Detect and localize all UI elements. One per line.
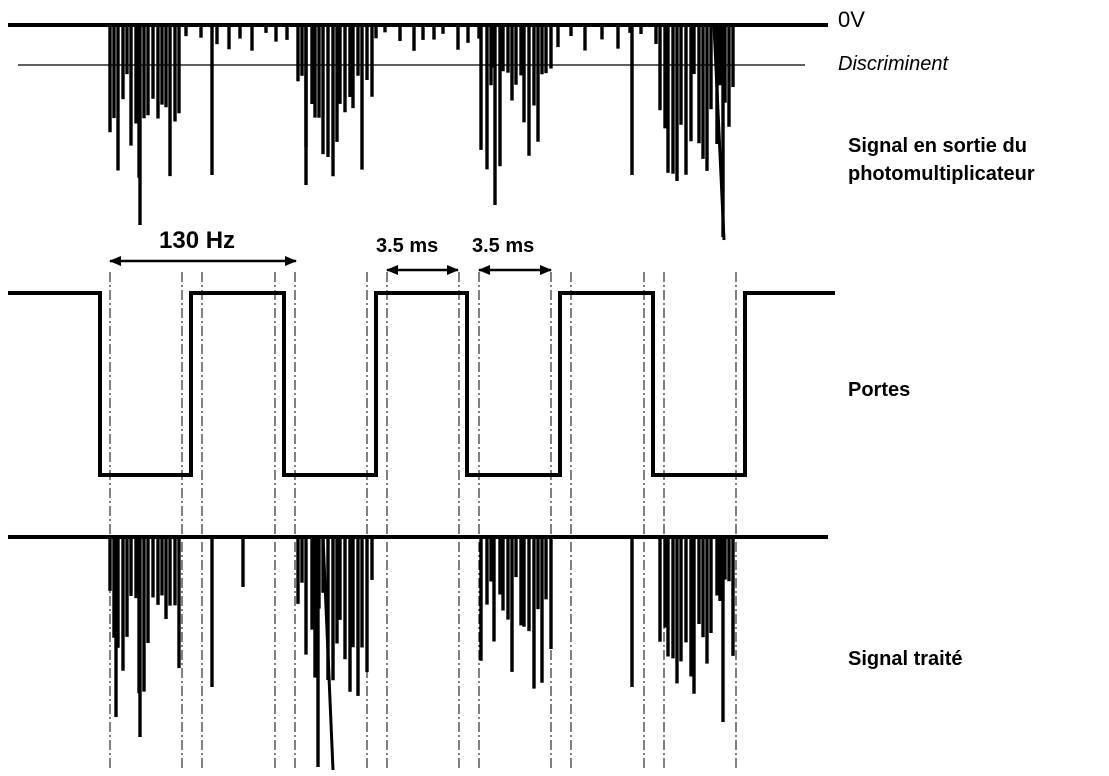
zero-volt-label: 0V (838, 7, 865, 32)
pmt-pulse (712, 24, 726, 241)
pmt-signal-label-line-2: photomultiplicateur (848, 163, 1035, 185)
discriminator-label: Discriminent (838, 53, 949, 75)
gate-square-wave (8, 291, 835, 477)
processed-signal-label: Signal traité (848, 648, 962, 670)
duration-2-label: 3.5 ms (472, 235, 534, 257)
pmt-pulse-group (108, 24, 735, 241)
processed-signal-trace (8, 535, 828, 771)
gates-label: Portes (848, 379, 910, 401)
frequency-label: 130 Hz (159, 227, 235, 254)
processed-pulse (321, 536, 335, 771)
pmt-output-trace (8, 23, 828, 241)
pmt-signal-label-line-1: Signal en sortie du (848, 135, 1027, 157)
processed-pulse-group (108, 536, 735, 771)
gate-signal (8, 291, 835, 477)
duration-1-label: 3.5 ms (376, 235, 438, 257)
gate-timing-guides (109, 272, 737, 770)
